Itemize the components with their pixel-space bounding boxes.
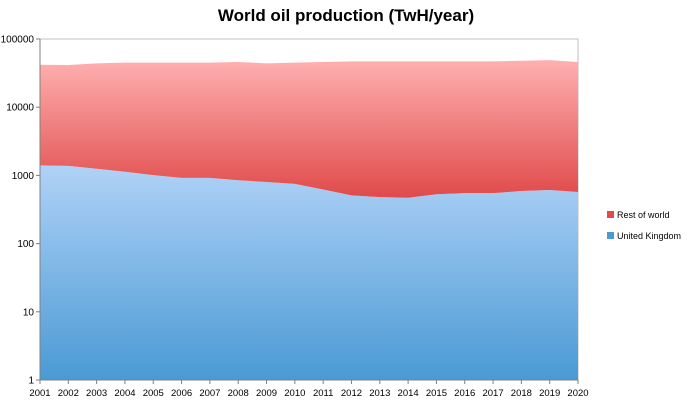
y-tick-label: 1 (28, 376, 34, 387)
x-tick-label: 2020 (567, 388, 588, 399)
x-tick-label: 2005 (143, 388, 164, 399)
x-tick-label: 2008 (228, 388, 249, 399)
y-tick-label: 1000 (12, 171, 35, 182)
x-tick-label: 2012 (341, 388, 362, 399)
y-tick-label: 100000 (1, 35, 35, 46)
x-tick-label: 2013 (369, 388, 390, 399)
area-rest-of-world (40, 60, 578, 198)
area-united-kingdom (40, 165, 578, 380)
y-tick-label: 100 (17, 239, 34, 250)
x-tick-label: 2009 (256, 388, 277, 399)
x-tick-label: 2014 (398, 388, 419, 399)
x-tick-label: 2006 (171, 388, 192, 399)
x-tick-label: 2016 (454, 388, 475, 399)
x-tick-label: 2011 (313, 388, 333, 399)
x-tick-label: 2002 (58, 388, 79, 399)
legend-swatch (607, 211, 614, 218)
x-tick-label: 2010 (284, 388, 305, 399)
x-tick-label: 2004 (114, 388, 135, 399)
x-tick-label: 2001 (29, 388, 50, 399)
legend-swatch (607, 232, 614, 239)
x-tick-label: 2017 (482, 388, 503, 399)
y-tick-label: 10 (23, 307, 35, 318)
legend-label: United Kingdom (617, 231, 681, 241)
x-tick-label: 2018 (511, 388, 532, 399)
chart-title: World oil production (TwH/year) (217, 6, 475, 25)
x-tick-label: 2007 (199, 388, 220, 399)
x-tick-label: 2019 (539, 388, 560, 399)
x-tick-label: 2015 (426, 388, 447, 399)
legend-label: Rest of world (617, 210, 670, 220)
x-tick-label: 2003 (86, 388, 107, 399)
y-tick-label: 10000 (6, 103, 34, 114)
